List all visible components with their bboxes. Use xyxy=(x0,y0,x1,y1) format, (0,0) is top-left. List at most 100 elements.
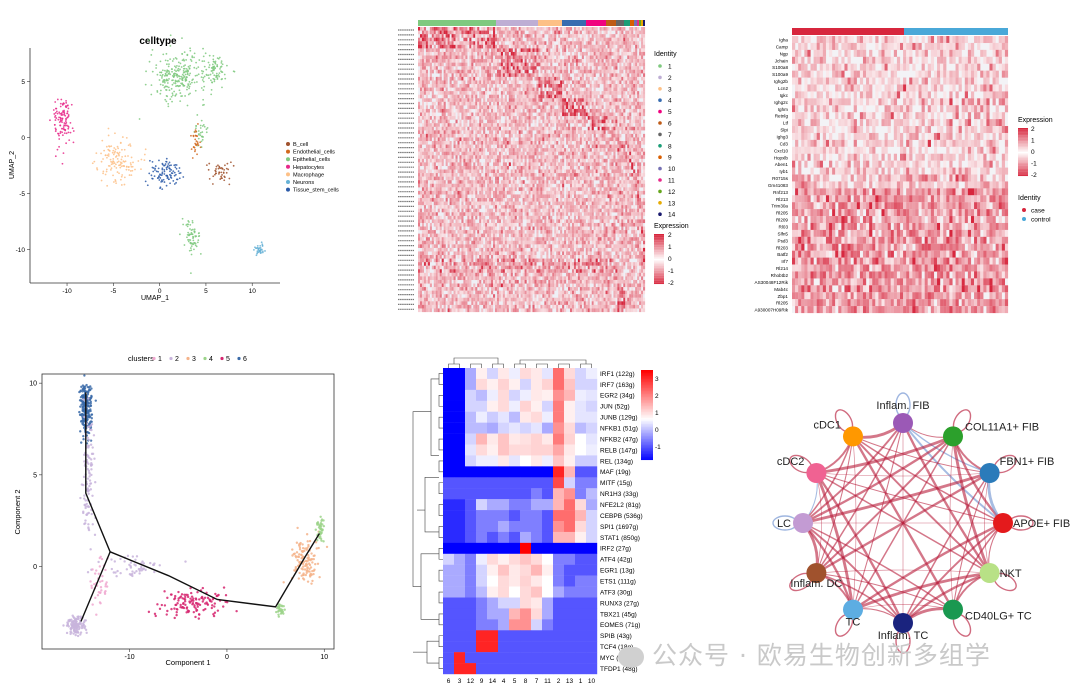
heatmap-b-cell xyxy=(627,141,630,145)
umap-point xyxy=(164,163,167,165)
umap-point xyxy=(162,84,164,87)
umap-point xyxy=(203,60,206,63)
heatmap-b-cell xyxy=(500,151,503,156)
heatmap-b-cell xyxy=(514,34,517,38)
heatmap-b-cell xyxy=(613,144,616,149)
heatmap-b-cell xyxy=(587,144,590,149)
umap-point xyxy=(130,156,133,159)
heatmap-b-cell xyxy=(581,80,584,85)
heatmap-b-cell xyxy=(643,69,646,74)
heatmap-b-cell xyxy=(506,165,509,170)
umap-point xyxy=(215,76,218,79)
heatmap-b-cell xyxy=(455,173,458,177)
heatmap-b-cell xyxy=(522,91,525,95)
heatmap-b-cell xyxy=(451,155,454,159)
heatmap-b-cell xyxy=(631,151,634,156)
heatmap-b-cell xyxy=(500,133,503,138)
heatmap-b-cell xyxy=(493,144,496,149)
umap-point xyxy=(207,61,210,64)
heatmap-b-cell xyxy=(429,84,432,88)
heatmap-b-cell xyxy=(451,44,454,49)
heatmap-b-cell xyxy=(566,137,569,142)
heatmap-b-cell xyxy=(597,155,600,159)
heatmap-b-cell xyxy=(601,59,604,63)
heatmap-b-cell xyxy=(619,37,622,42)
umap-legend-label: Macrophage xyxy=(293,172,324,178)
heatmap-b-cell xyxy=(465,119,468,124)
heatmap-b-cell xyxy=(455,44,458,49)
umap-point xyxy=(59,117,62,120)
heatmap-b-cell xyxy=(613,80,616,85)
heatmap-b-cell xyxy=(516,66,519,70)
heatmap-b-cell xyxy=(568,59,571,63)
heatmap-b-cell xyxy=(548,76,551,81)
heatmap-b-cell xyxy=(637,94,640,99)
heatmap-b-cell xyxy=(435,123,438,127)
heatmap-b-cell xyxy=(639,48,642,53)
umap-point xyxy=(161,73,164,76)
heatmap-b-cell xyxy=(516,51,519,56)
umap-point xyxy=(96,168,99,171)
heatmap-b-cell xyxy=(617,55,620,60)
heatmap-b-cell xyxy=(421,101,425,106)
heatmap-b-cell xyxy=(471,173,474,177)
heatmap-b-cell xyxy=(639,165,642,170)
heatmap-b-cell xyxy=(609,59,612,63)
heatmap-b-cell xyxy=(617,141,620,145)
heatmap-b-cell xyxy=(643,165,646,170)
heatmap-b-cell xyxy=(427,98,430,102)
umap-point xyxy=(187,238,189,241)
heatmap-b-cell xyxy=(617,84,620,88)
heatmap-b-cell xyxy=(516,34,519,38)
heatmap-b-cell xyxy=(439,55,442,60)
heatmap-b-cell xyxy=(467,165,470,170)
heatmap-b-cell xyxy=(601,27,604,31)
heatmap-b-cell xyxy=(631,55,634,60)
heatmap-b-cell xyxy=(498,173,502,177)
heatmap-b-cell xyxy=(641,30,644,35)
heatmap-b-cell xyxy=(573,30,577,35)
heatmap-b-cell xyxy=(421,173,425,177)
heatmap-b-cell xyxy=(494,27,498,31)
heatmap-b-cell xyxy=(467,126,470,131)
heatmap-b-cell xyxy=(485,48,488,53)
heatmap-b-cell xyxy=(489,105,492,110)
heatmap-b-cell xyxy=(418,44,421,49)
umap-point xyxy=(181,59,184,62)
heatmap-b-cell xyxy=(558,126,561,131)
umap-point xyxy=(254,246,256,249)
heatmap-b-cell xyxy=(591,165,594,170)
heatmap-b-cell xyxy=(473,151,476,156)
heatmap-b-cell xyxy=(629,66,632,70)
heatmap-b-cell xyxy=(469,116,472,120)
umap-point xyxy=(223,176,226,179)
heatmap-b-cell xyxy=(536,76,539,81)
heatmap-b-cell xyxy=(510,133,513,138)
heatmap-b-cell xyxy=(455,41,458,45)
heatmap-b-cell xyxy=(471,44,474,49)
umap-point xyxy=(185,224,188,226)
heatmap-b-cell xyxy=(520,116,523,120)
heatmap-b-cell xyxy=(481,155,484,159)
heatmap-b-cell xyxy=(449,112,452,117)
heatmap-b-cell xyxy=(573,91,577,95)
heatmap-b-cell xyxy=(463,169,466,174)
heatmap-b-cell xyxy=(609,162,612,167)
heatmap-b-cell xyxy=(459,91,462,95)
heatmap-b-cell xyxy=(546,76,549,81)
heatmap-b-cell xyxy=(641,126,644,131)
heatmap-b-cell xyxy=(568,105,571,110)
heatmap-b-cell xyxy=(643,37,646,42)
heatmap-b-cell xyxy=(583,162,586,167)
heatmap-b-cell xyxy=(530,141,533,145)
heatmap-b-cell xyxy=(569,84,573,88)
heatmap-b-cell xyxy=(603,169,606,174)
heatmap-b-cell xyxy=(498,165,502,170)
heatmap-b-cell xyxy=(465,141,468,145)
heatmap-b-cell xyxy=(548,137,551,142)
heatmap-b-cell xyxy=(528,73,531,77)
heatmap-b-cell xyxy=(455,158,458,163)
heatmap-b-cell xyxy=(617,34,620,38)
heatmap-b-cell xyxy=(496,148,500,152)
heatmap-b-cell xyxy=(459,155,462,159)
